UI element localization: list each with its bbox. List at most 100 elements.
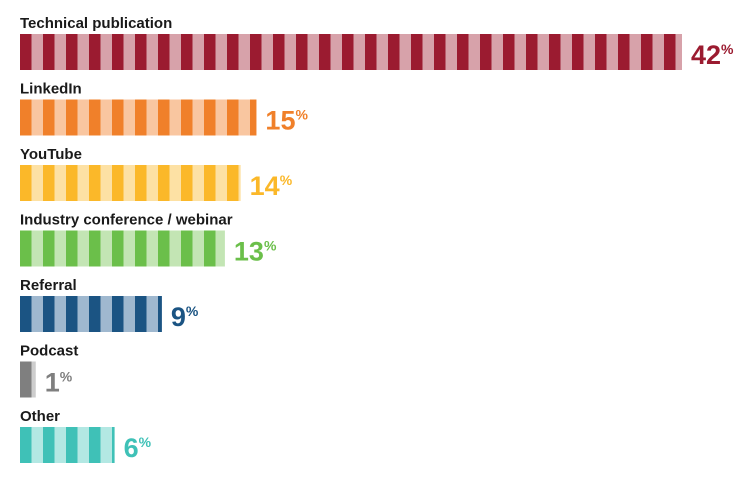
bar-stripe [158, 34, 170, 70]
category-label: Podcast [20, 343, 78, 360]
bar-stripe [66, 230, 78, 267]
bar-row: Technical publication 42% [20, 15, 734, 70]
value-unit: % [139, 434, 152, 450]
bar-stripe [158, 99, 170, 136]
category-label: Technical publication [20, 15, 172, 32]
value-label: 13% [234, 237, 277, 267]
bar-stripe [112, 296, 124, 332]
bar-stripe [227, 99, 239, 136]
bar-stripe [43, 34, 55, 70]
bar-stripe [89, 165, 101, 201]
bar-row: Other 6% [20, 408, 152, 463]
bar-stripe [89, 296, 101, 332]
bar-stripe [319, 34, 331, 70]
bar [20, 427, 115, 463]
bar-stripe [296, 34, 308, 70]
bar-stripe [43, 296, 55, 332]
bar-stripe [43, 427, 55, 463]
bar-stripe [227, 165, 239, 201]
bar-stripe [20, 165, 32, 201]
value-label: 9% [171, 302, 199, 332]
bar-stripe [135, 99, 147, 136]
bar-stripe [572, 34, 584, 70]
bar-stripe [158, 230, 170, 267]
bar-stripe [227, 34, 239, 70]
bar-stripe [89, 99, 101, 136]
bar-stripe [66, 165, 78, 201]
value-label: 15% [265, 106, 308, 136]
bar-stripe [43, 230, 55, 267]
bar [20, 99, 257, 136]
value-unit: % [60, 369, 73, 385]
bar-stripe [112, 34, 124, 70]
bar-stripe [158, 296, 162, 332]
bar-stripe [595, 34, 607, 70]
bar [20, 296, 162, 332]
bars-layer: Technical publication42%LinkedIn15%YouTu… [20, 15, 734, 463]
bar-stripe [526, 34, 538, 70]
bar-stripe [250, 34, 262, 70]
bar-stripe [43, 99, 55, 136]
value-number: 1 [45, 368, 60, 398]
bar [20, 361, 36, 398]
bar-stripe [66, 34, 78, 70]
bar-stripe [503, 34, 515, 70]
value-number: 15 [265, 106, 295, 136]
bar-stripe [664, 34, 676, 70]
bar-stripe [20, 296, 32, 332]
bar-row: Referral 9% [20, 277, 199, 332]
bar-stripe [135, 230, 147, 267]
value-label: 42% [691, 40, 734, 70]
bar-stripe [20, 99, 32, 136]
category-label: Other [20, 408, 60, 425]
bar-stripe [66, 427, 78, 463]
category-label: Industry conference / webinar [20, 212, 233, 229]
value-number: 6 [124, 433, 139, 463]
bar-stripe [204, 99, 216, 136]
bar-stripe [250, 99, 257, 136]
value-number: 42 [691, 40, 721, 70]
bar [20, 34, 682, 70]
bar-stripe [181, 34, 193, 70]
bar-stripe [204, 165, 216, 201]
value-unit: % [264, 238, 277, 254]
bar-stripe [342, 34, 354, 70]
bar-stripe [181, 165, 193, 201]
bar [20, 230, 225, 267]
value-number: 9 [171, 302, 186, 332]
bar-stripe [158, 165, 170, 201]
bar-stripe [20, 230, 32, 267]
bar-stripe [20, 34, 32, 70]
value-unit: % [295, 107, 308, 123]
bar-stripe [641, 34, 653, 70]
bar-stripe [43, 165, 55, 201]
bar-stripe [181, 99, 193, 136]
value-unit: % [721, 41, 734, 57]
bar-stripe [135, 296, 147, 332]
bar-row: LinkedIn 15% [20, 81, 308, 136]
bar-stripe [66, 99, 78, 136]
bar-stripe [434, 34, 446, 70]
bar-fill [20, 165, 241, 201]
bar-stripe [181, 230, 193, 267]
bar-stripe [480, 34, 492, 70]
bar-stripe [411, 34, 423, 70]
value-label: 14% [250, 171, 293, 201]
value-label: 1% [45, 368, 73, 398]
bar-stripe [549, 34, 561, 70]
bar-stripe [618, 34, 630, 70]
bar-row: YouTube 14% [20, 146, 293, 201]
bar-stripe [89, 34, 101, 70]
bar-stripe [135, 34, 147, 70]
bar-stripe [66, 296, 78, 332]
bar-stripe [365, 34, 377, 70]
bar-stripe [457, 34, 469, 70]
value-number: 13 [234, 237, 264, 267]
bar-stripe [20, 361, 32, 398]
bar-row: Podcast 1% [20, 343, 78, 398]
value-number: 14 [250, 171, 280, 201]
bar-stripe [89, 230, 101, 267]
bar-stripe [273, 34, 285, 70]
bar-stripe [204, 34, 216, 70]
